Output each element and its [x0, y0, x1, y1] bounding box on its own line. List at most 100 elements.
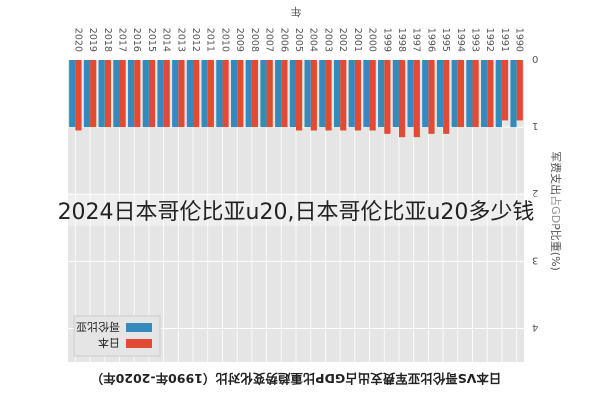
- x-tick-label: 2009: [234, 28, 245, 52]
- bar-japan: [443, 60, 450, 134]
- bars: [69, 60, 523, 138]
- x-tick-label: 2001: [352, 28, 363, 52]
- x-tick-label: 1996: [425, 28, 436, 52]
- x-tick-label: 1990: [514, 28, 525, 52]
- bar-colombia: [98, 60, 105, 128]
- bar-colombia: [422, 60, 429, 128]
- bar-colombia: [275, 60, 282, 128]
- bar-japan: [207, 60, 214, 128]
- bar-japan: [457, 60, 465, 128]
- x-tick-label: 1994: [455, 28, 466, 52]
- bar-colombia: [260, 60, 267, 128]
- bar-colombia: [201, 60, 208, 128]
- bar-colombia: [186, 60, 194, 128]
- x-tick-label: 1991: [499, 28, 510, 52]
- bar-colombia: [69, 60, 76, 128]
- bar-colombia: [172, 60, 179, 128]
- y-tick-label: 3: [532, 254, 538, 265]
- bar-colombia: [157, 60, 164, 128]
- x-tick-label: 2007: [264, 28, 275, 52]
- bar-japan: [222, 60, 229, 128]
- bar-colombia: [142, 60, 149, 128]
- x-tick-label: 1998: [396, 28, 407, 52]
- y-tick-label: 1: [532, 120, 538, 131]
- bar-japan: [501, 60, 509, 121]
- bar-japan: [487, 60, 494, 128]
- y-axis-label: 军费支出占GDP比重(%): [549, 151, 563, 271]
- bar-colombia: [348, 60, 355, 128]
- bar-japan: [340, 60, 347, 131]
- x-tick-label: 2012: [190, 28, 201, 52]
- x-tick-label: 2018: [102, 28, 113, 52]
- bar-japan: [251, 60, 259, 128]
- bar-japan: [178, 60, 185, 128]
- x-tick-label: 1995: [440, 28, 451, 52]
- bar-colombia: [319, 60, 326, 128]
- tick-labels: 0123419901991199219931994199519961997199…: [72, 28, 538, 333]
- bar-colombia: [510, 60, 517, 128]
- bar-japan: [193, 60, 200, 128]
- bar-colombia: [216, 60, 223, 128]
- x-axis-label: 年: [291, 5, 302, 19]
- x-tick-label: 2016: [131, 28, 142, 52]
- x-tick-label: 1992: [484, 28, 495, 52]
- legend-swatch-japan: [126, 339, 152, 348]
- bar-japan: [266, 60, 273, 128]
- y-tick-label: 4: [532, 321, 538, 332]
- bar-japan: [148, 60, 156, 128]
- bar-colombia: [392, 60, 399, 128]
- bar-japan: [413, 60, 420, 138]
- y-tick-label: 0: [532, 53, 538, 64]
- bar-colombia: [127, 60, 135, 128]
- x-tick-label: 2014: [161, 28, 172, 52]
- x-tick-label: 2019: [87, 28, 98, 52]
- bar-japan: [90, 60, 97, 128]
- x-tick-label: 2008: [249, 28, 260, 52]
- x-tick-label: 2020: [72, 28, 83, 52]
- bar-colombia: [289, 60, 296, 128]
- bar-colombia: [363, 60, 370, 128]
- x-tick-label: 2010: [219, 28, 230, 52]
- bar-colombia: [304, 60, 311, 128]
- bar-japan: [398, 60, 406, 138]
- bar-colombia: [466, 60, 473, 128]
- bar-japan: [104, 60, 111, 128]
- bar-japan: [354, 60, 362, 131]
- bar-japan: [75, 60, 82, 131]
- bar-japan: [325, 60, 332, 131]
- bar-colombia: [481, 60, 488, 128]
- x-tick-label: 2002: [337, 28, 348, 52]
- legend-label-japan: 日本: [98, 336, 120, 350]
- bar-japan: [163, 60, 170, 128]
- x-tick-label: 2000: [367, 28, 378, 52]
- x-tick-label: 2013: [175, 28, 186, 52]
- bar-japan: [296, 60, 303, 131]
- bar-colombia: [495, 60, 502, 128]
- legend: 日本 哥伦比亚: [73, 315, 161, 357]
- x-tick-label: 2003: [322, 28, 333, 52]
- x-tick-label: 2005: [293, 28, 304, 52]
- bar-japan: [428, 60, 435, 134]
- x-tick-label: 1993: [470, 28, 481, 52]
- x-tick-label: 2015: [146, 28, 157, 52]
- bar-japan: [516, 60, 523, 121]
- bar-colombia: [436, 60, 444, 128]
- bar-japan: [310, 60, 317, 131]
- bar-colombia: [451, 60, 458, 128]
- bar-japan: [237, 60, 244, 128]
- chart-title: 日本VS哥伦比亚军费支出占GDP比重趋势变化对比（1990年-2020年）: [91, 371, 502, 386]
- legend-swatch-colombia: [126, 323, 152, 332]
- x-tick-label: 1997: [411, 28, 422, 52]
- bar-japan: [369, 60, 376, 131]
- bar-colombia: [230, 60, 238, 128]
- x-tick-label: 2004: [308, 28, 319, 52]
- bar-japan: [472, 60, 479, 128]
- bar-colombia: [245, 60, 252, 128]
- bar-japan: [119, 60, 126, 128]
- bar-colombia: [113, 60, 120, 128]
- bar-colombia: [333, 60, 341, 128]
- x-tick-label: 2017: [116, 28, 127, 52]
- legend-label-colombia: 哥伦比亚: [76, 320, 120, 334]
- x-tick-label: 2006: [278, 28, 289, 52]
